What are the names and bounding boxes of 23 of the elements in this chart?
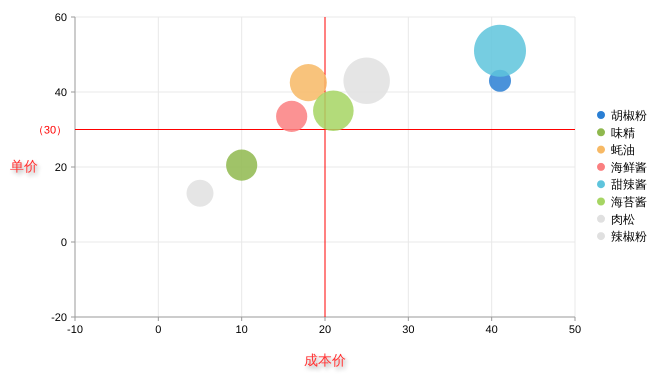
legend-label: 肉松 <box>611 212 635 226</box>
legend-label: 海鲜酱 <box>611 160 647 174</box>
y-tick-label: 40 <box>54 87 67 99</box>
legend-label: 海苔酱 <box>611 195 647 209</box>
y-tick-label: 0 <box>60 237 67 249</box>
x-tick-label: 40 <box>486 324 498 336</box>
x-tick-label: 30 <box>402 324 414 336</box>
y-tick-label: -20 <box>51 312 67 324</box>
y-tick-label: 60 <box>54 12 67 24</box>
x-tick-label: 20 <box>318 324 332 336</box>
legend-label: 甜辣酱 <box>611 178 647 192</box>
legend-label: 味精 <box>611 126 635 140</box>
y-tick-label: 20 <box>54 162 67 174</box>
x-tick-label: 50 <box>568 324 582 336</box>
ref-line-label: （30） <box>32 124 68 136</box>
x-tick-label: -10 <box>67 324 83 336</box>
x-tick-label: 0 <box>155 324 162 336</box>
x-tick-label: 10 <box>236 324 248 336</box>
y-axis-title: 单价 <box>10 158 38 174</box>
legend-label: 蚝油 <box>611 143 635 158</box>
x-axis-title: 成本价 <box>304 352 346 368</box>
legend-label: 辣椒粉 <box>611 230 647 244</box>
legend-label: 胡椒粉 <box>611 108 647 122</box>
